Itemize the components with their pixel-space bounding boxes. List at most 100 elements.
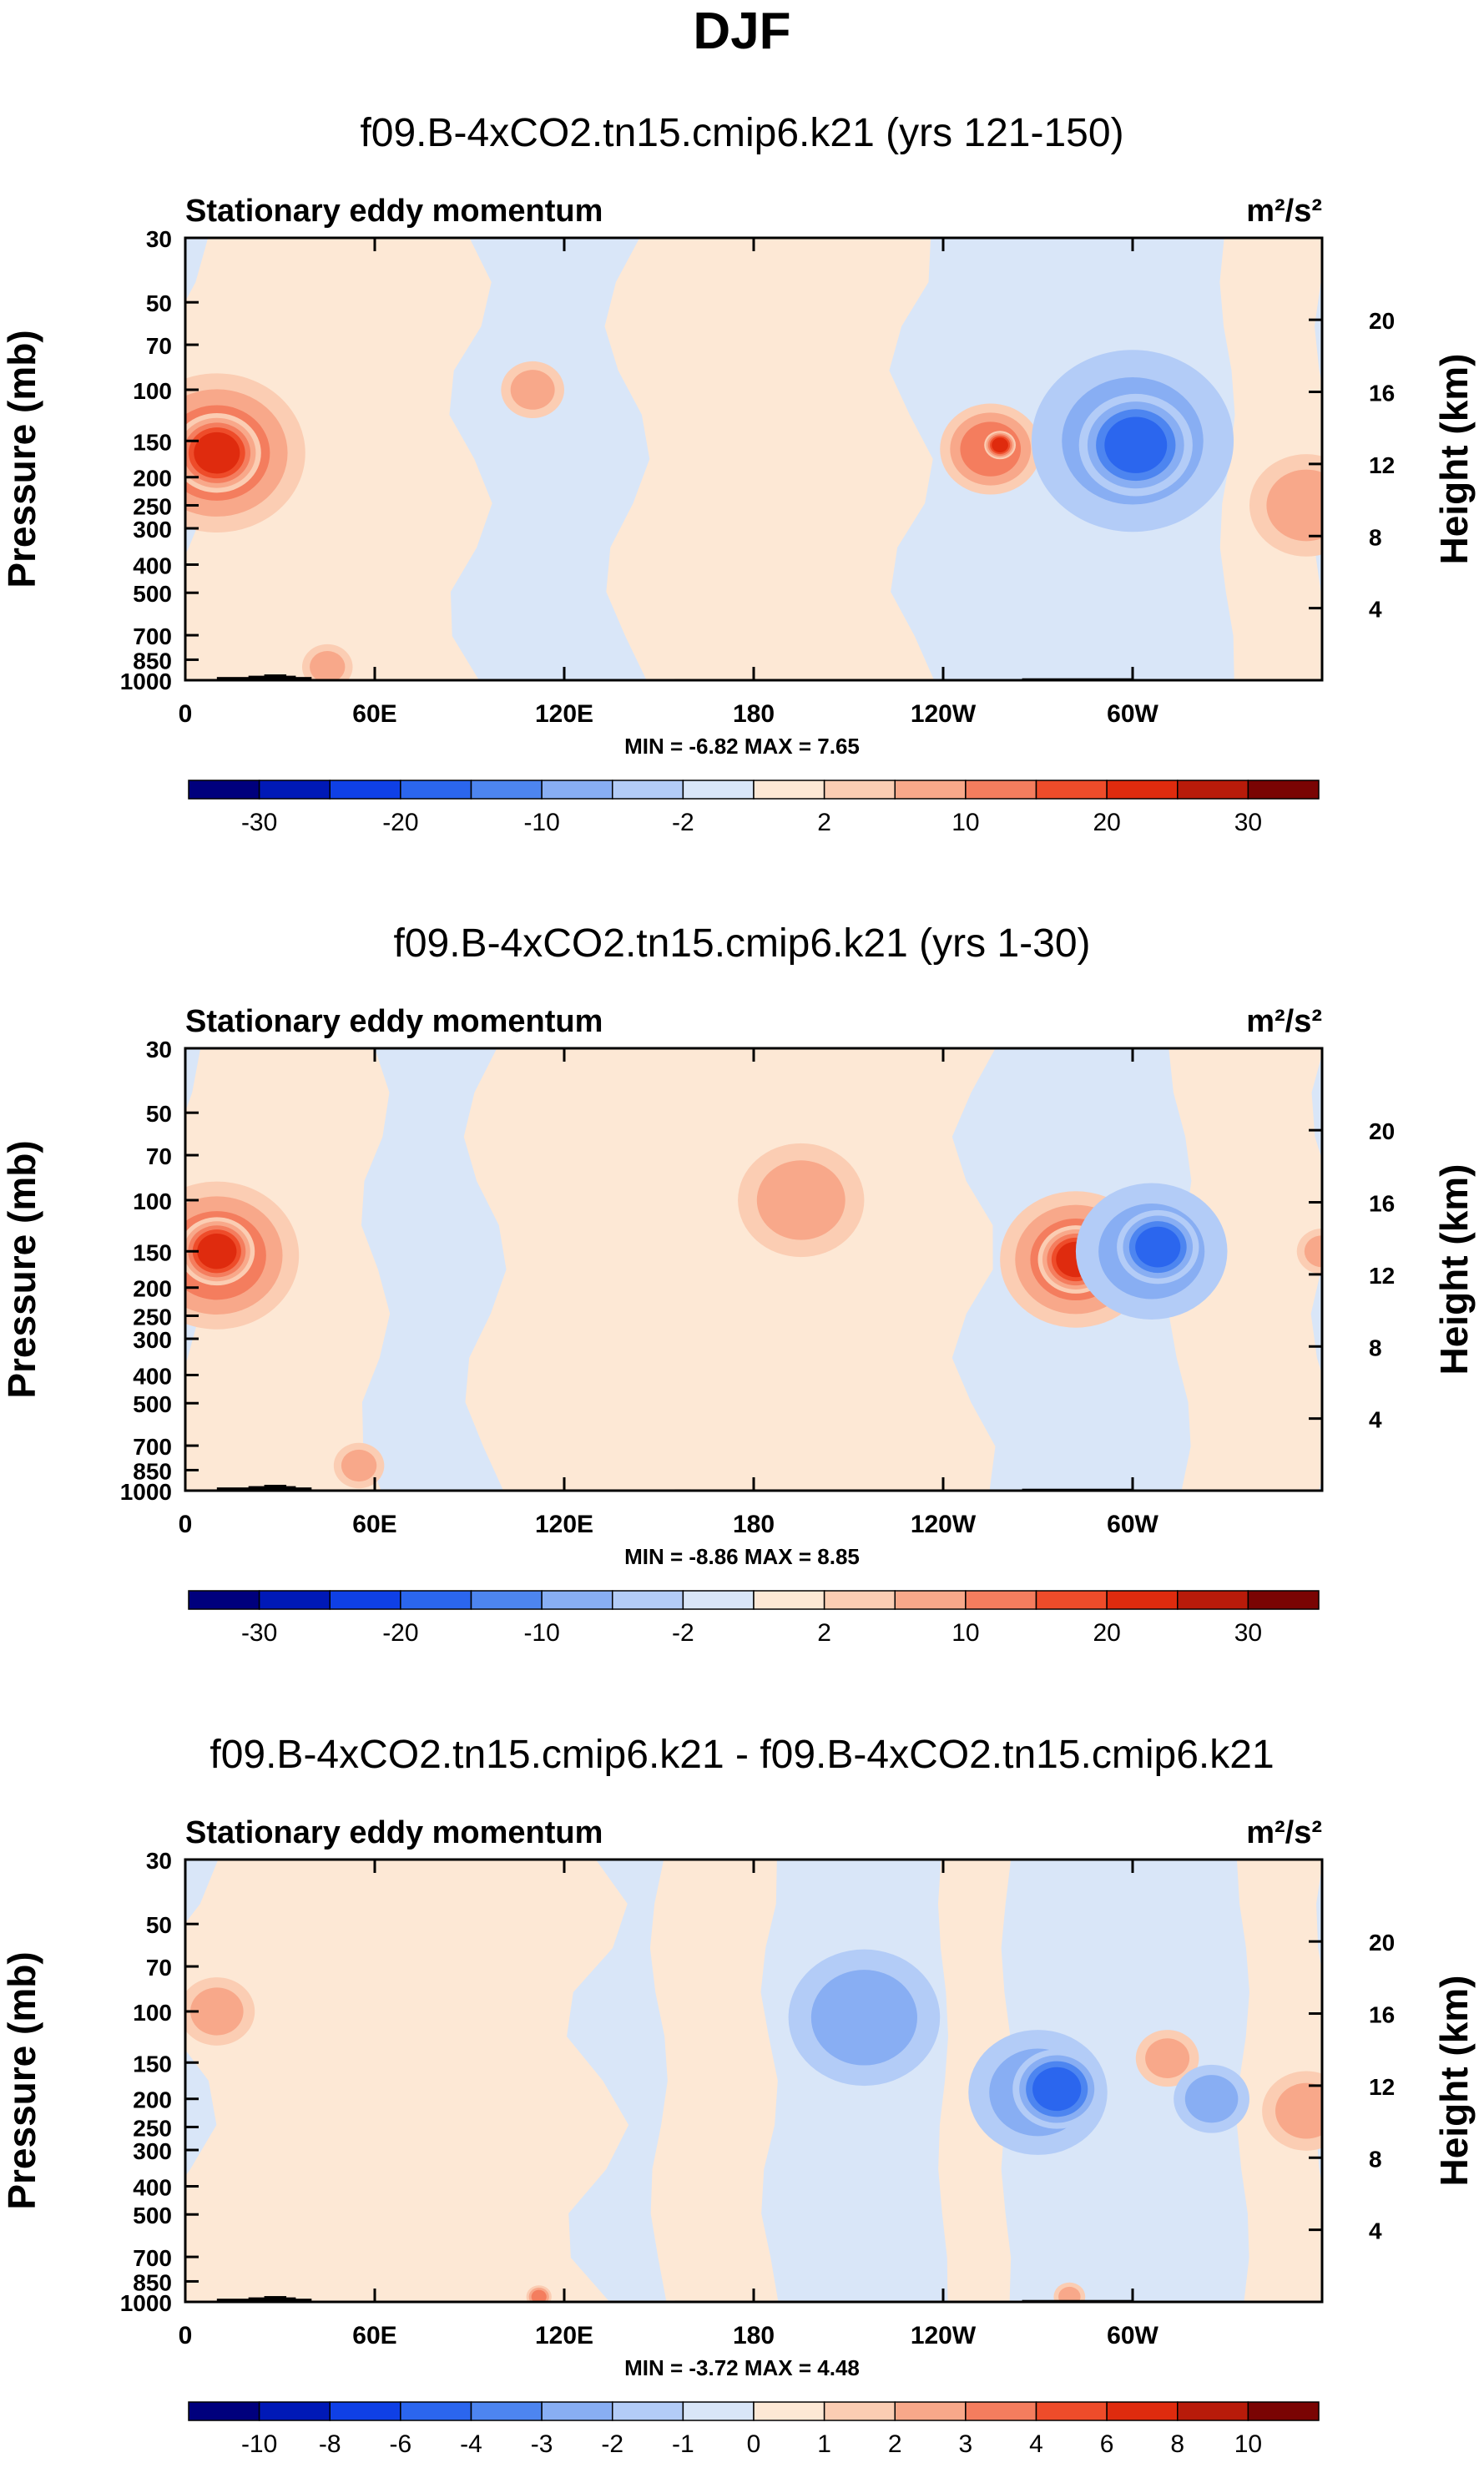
- y2-tick-label: 20: [1369, 1118, 1395, 1144]
- units-label: m²/s²: [1246, 1004, 1322, 1039]
- colorbar-swatch: [1247, 2401, 1320, 2421]
- y2-tick-label: 4: [1369, 1407, 1382, 1433]
- panel-subtitle: Stationary eddy momentum: [185, 1815, 603, 1850]
- colorbar-swatch: [400, 780, 472, 800]
- colorbar-swatch: [470, 1590, 543, 1610]
- contour-field: [185, 238, 1322, 680]
- colorbar-label: 30: [1234, 809, 1262, 836]
- y-tick-label: 50: [146, 1912, 172, 1938]
- y2-tick-label: 8: [1369, 2146, 1382, 2172]
- y-tick-label: 30: [146, 1037, 172, 1062]
- band-positive: [668, 1048, 996, 1491]
- colorbar-label: -6: [390, 2430, 412, 2458]
- min-max-label: MIN = -8.86 MAX = 8.85: [624, 1544, 860, 1569]
- y-tick-label: 30: [146, 226, 172, 252]
- x-tick-label: 120W: [911, 700, 977, 728]
- colorbar-swatch: [470, 2401, 543, 2421]
- contour-pos: [190, 1987, 244, 2036]
- colorbar-swatch: [894, 780, 967, 800]
- colorbar-swatch: [753, 780, 825, 800]
- colorbar-swatch: [1035, 1590, 1108, 1610]
- band-positive: [649, 1860, 779, 2302]
- contour-pos: [197, 1234, 237, 1269]
- colorbar-label: 10: [1234, 2430, 1262, 2458]
- y-tick-label: 300: [133, 1327, 172, 1353]
- panel-3: f09.B-4xCO2.tn15.cmip6.k21 - f09.B-4xCO2…: [0, 1733, 1476, 2458]
- colorbar-swatch: [682, 1590, 755, 1610]
- colorbar-swatch: [1035, 780, 1108, 800]
- panel-subtitle: Stationary eddy momentum: [185, 1004, 603, 1039]
- units-label: m²/s²: [1246, 1815, 1322, 1850]
- y-tick-label: 500: [133, 1391, 172, 1417]
- y2-tick-label: 4: [1369, 2218, 1382, 2244]
- y-tick-label: 150: [133, 1239, 172, 1265]
- contour-neg: [1184, 2075, 1239, 2123]
- y-tick-label: 700: [133, 2245, 172, 2271]
- y2-tick-label: 20: [1369, 1930, 1395, 1956]
- y2-tick-label: 8: [1369, 1335, 1382, 1360]
- x-tick-label: 120W: [911, 2322, 977, 2349]
- colorbar-swatch: [894, 2401, 967, 2421]
- y-tick-label: 850: [133, 2269, 172, 2295]
- colorbar-swatch: [965, 2401, 1037, 2421]
- contour-field: [185, 1048, 1322, 1491]
- y2-tick-label: 16: [1369, 2002, 1395, 2028]
- colorbar-swatch: [188, 2401, 260, 2421]
- contour-pos: [531, 2289, 547, 2302]
- y-tick-label: 70: [146, 1143, 172, 1169]
- y2-tick-label: 12: [1369, 2074, 1395, 2100]
- y-tick-label: 200: [133, 466, 172, 492]
- contour-pos: [1275, 2082, 1322, 2139]
- contour-pos: [194, 431, 240, 474]
- contour-pos: [1058, 2286, 1081, 2302]
- panel-2: f09.B-4xCO2.tn15.cmip6.k21 (yrs 1-30) Sta…: [0, 921, 1476, 1647]
- min-max-label: MIN = -6.82 MAX = 7.65: [624, 734, 860, 759]
- y2-tick-label: 12: [1369, 1263, 1395, 1289]
- colorbar-swatch: [1106, 1590, 1179, 1610]
- colorbar-swatch: [258, 2401, 331, 2421]
- colorbar-swatch: [682, 2401, 755, 2421]
- topography: [264, 674, 287, 680]
- y-tick-label: 250: [133, 493, 172, 519]
- x-tick-label: 120E: [535, 2322, 593, 2349]
- colorbar-label: -3: [531, 2430, 553, 2458]
- contour-field: [185, 1860, 1322, 2302]
- panel-title: f09.B-4xCO2.tn15.cmip6.k21 (yrs 121-150): [360, 111, 1123, 155]
- colorbar-swatch: [965, 780, 1037, 800]
- y-tick-label: 250: [133, 1304, 172, 1330]
- colorbar-swatch: [823, 1590, 896, 1610]
- y-tick-label: 70: [146, 1955, 172, 1981]
- y-tick-label: 500: [133, 2203, 172, 2228]
- x-tick-label: 60E: [352, 1511, 396, 1538]
- colorbar-label: -1: [672, 2430, 694, 2458]
- colorbar-label: -2: [672, 809, 694, 836]
- colorbar-swatch: [188, 780, 260, 800]
- panel-title: f09.B-4xCO2.tn15.cmip6.k21 - f09.B-4xCO2…: [209, 1733, 1274, 1777]
- colorbar-swatch: [400, 2401, 472, 2421]
- colorbar-swatch: [1106, 780, 1179, 800]
- colorbar-label: -10: [523, 809, 559, 836]
- contour-pos: [756, 1160, 845, 1240]
- panel-subtitle: Stationary eddy momentum: [185, 194, 603, 229]
- colorbar-label: 2: [888, 2430, 902, 2458]
- colorbar-swatch: [682, 780, 755, 800]
- x-tick-label: 60W: [1107, 1511, 1158, 1538]
- y-tick-label: 300: [133, 517, 172, 543]
- y2-tick-label: 8: [1369, 524, 1382, 550]
- topography: [264, 1485, 287, 1491]
- band-positive: [604, 238, 935, 680]
- colorbar-label: 20: [1093, 809, 1120, 836]
- colorbar-swatch: [823, 2401, 896, 2421]
- contour-pos: [341, 1449, 377, 1482]
- colorbar-label: -10: [241, 2430, 277, 2458]
- colorbar-label: -2: [672, 1619, 694, 1647]
- colorbar-label: 30: [1234, 1619, 1262, 1647]
- colorbar-swatch: [612, 2401, 684, 2421]
- contour-pos: [1304, 1235, 1322, 1268]
- colorbar-swatch: [823, 780, 896, 800]
- y-tick-label: 1000: [120, 669, 172, 694]
- colorbar-swatch: [258, 1590, 331, 1610]
- colorbar-label: -4: [460, 2430, 482, 2458]
- colorbar-swatch: [541, 1590, 613, 1610]
- y-tick-label: 70: [146, 333, 172, 359]
